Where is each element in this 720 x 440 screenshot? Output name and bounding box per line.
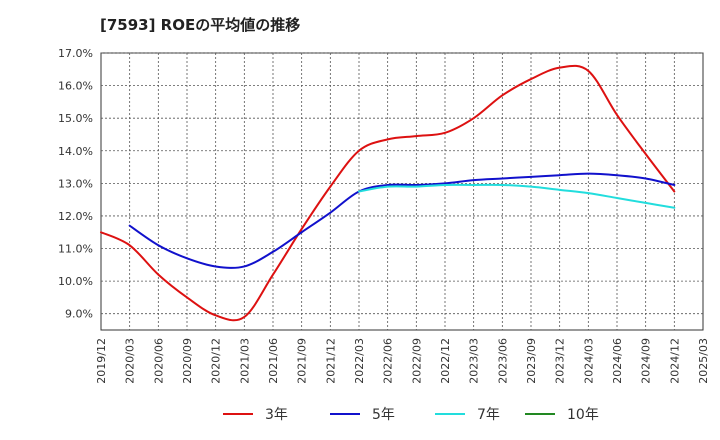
x-tick-label: 2023/09 [525,338,538,384]
x-tick-label: 2020/09 [181,338,194,384]
y-tick-label: 17.0% [58,47,93,60]
x-tick-label: 2021/06 [267,338,280,384]
y-tick-label: 14.0% [58,145,93,158]
x-tick-label: 2022/06 [382,338,395,384]
x-tick-label: 2021/12 [324,338,337,384]
legend-label-1: 5年 [372,407,395,423]
x-tick-label: 2023/03 [468,338,481,384]
x-tick-label: 2021/09 [296,338,309,384]
x-tick-label: 2023/12 [554,338,567,384]
x-tick-label: 2020/06 [152,338,165,384]
series-line-0 [100,64,676,322]
y-tick-label: 15.0% [58,112,93,125]
x-tick-label: 2024/12 [668,338,681,384]
legend: 3年 5年 7年 10年 [223,407,599,423]
plot-area [100,52,704,331]
legend-label-0: 3年 [265,407,288,423]
series-layer [100,64,676,322]
y-tick-label: 12.0% [58,210,93,223]
x-tick-label: 2021/03 [238,338,251,384]
y-tick-label: 13.0% [58,177,93,190]
x-tick-label: 2025/03 [697,338,710,384]
x-tick-label: 2024/06 [611,338,624,384]
x-tick-label: 2019/12 [95,338,108,384]
y-tick-label: 11.0% [58,243,93,256]
x-tick-label: 2022/12 [439,338,452,384]
legend-label-2: 7年 [477,407,500,423]
x-tick-label: 2024/03 [582,338,595,384]
x-tick-label: 2020/12 [210,338,223,384]
y-tick-label: 10.0% [58,275,93,288]
x-tick-label: 2022/09 [410,338,423,384]
x-tick-label: 2024/09 [640,338,653,384]
series-line-1 [128,172,676,269]
legend-label-3: 10年 [567,407,599,423]
y-tick-label: 9.0% [65,308,93,321]
chart-title: [7593] ROEの平均値の推移 [100,16,301,34]
series-line-2 [358,183,676,209]
grid-layer [101,52,703,330]
axis-layer: 9.0% 10.0% 11.0% 12.0% 13.0% 14.0% 15.0% 16.0% 1… [58,47,710,384]
x-tick-label: 2020/03 [124,338,137,384]
x-tick-label: 2023/06 [496,338,509,384]
x-tick-label: 2022/03 [353,338,366,384]
y-tick-label: 16.0% [58,80,93,93]
